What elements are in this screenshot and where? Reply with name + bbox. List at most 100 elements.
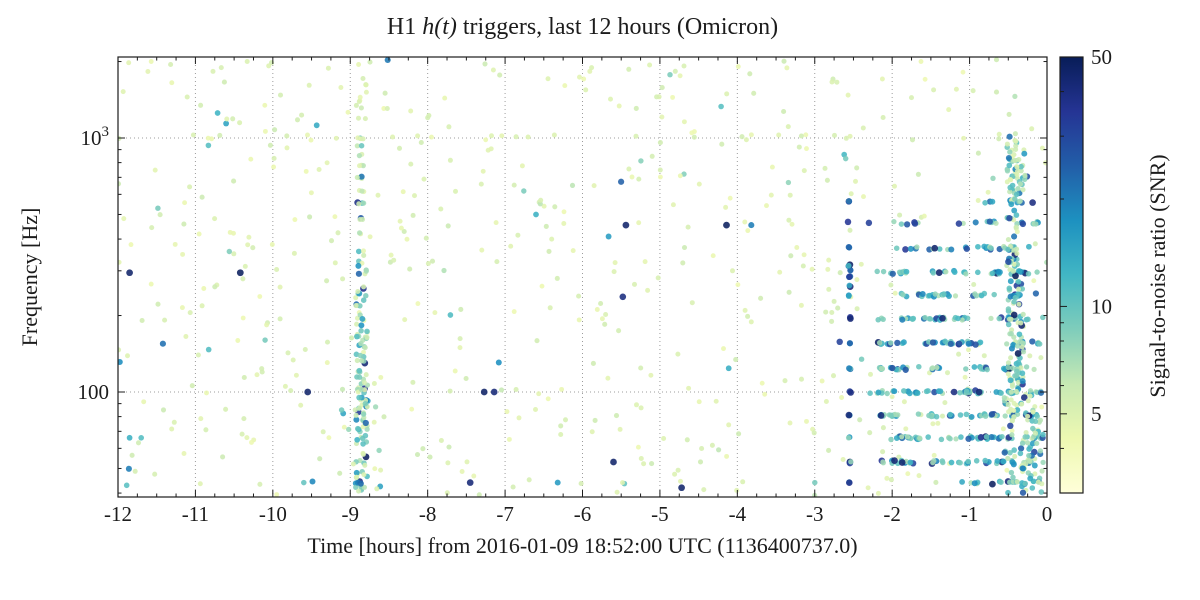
data-point <box>360 441 366 447</box>
data-point <box>965 458 971 465</box>
data-point <box>1037 448 1044 454</box>
data-point <box>638 405 644 411</box>
data-point <box>423 235 429 241</box>
data-point <box>1006 111 1012 117</box>
data-point <box>1013 191 1020 198</box>
data-point <box>734 487 740 493</box>
data-point <box>1034 440 1040 447</box>
data-point <box>576 317 582 323</box>
data-point <box>1017 181 1024 187</box>
data-point <box>854 277 860 283</box>
data-point <box>709 442 715 448</box>
data-point <box>257 481 263 487</box>
data-point <box>545 76 551 82</box>
data-point <box>308 137 314 143</box>
data-point <box>696 181 702 187</box>
data-point <box>1006 409 1012 415</box>
data-point <box>846 198 853 205</box>
data-point <box>747 71 753 77</box>
data-point <box>1013 246 1020 252</box>
data-point <box>248 156 254 162</box>
data-point <box>636 176 642 182</box>
data-point <box>332 214 338 220</box>
data-point <box>547 305 553 311</box>
x-tick-label: -3 <box>806 502 824 526</box>
data-point <box>1022 434 1028 440</box>
data-point <box>354 436 361 443</box>
data-point <box>1011 447 1017 453</box>
data-point <box>355 262 362 269</box>
data-point <box>875 317 881 323</box>
data-point <box>558 423 564 429</box>
data-point <box>337 470 343 476</box>
x-tick-label: -7 <box>496 502 514 526</box>
data-point <box>231 178 237 184</box>
data-point <box>583 87 589 93</box>
data-point <box>742 219 748 225</box>
data-point <box>420 446 426 452</box>
data-point <box>438 437 444 444</box>
data-point <box>826 447 832 453</box>
data-point <box>930 421 936 427</box>
data-point <box>135 440 142 446</box>
data-point <box>1019 440 1026 446</box>
data-point <box>685 224 691 230</box>
data-point <box>904 434 911 440</box>
data-point <box>1016 268 1023 275</box>
data-point <box>1002 413 1008 419</box>
data-point <box>592 417 598 423</box>
data-point <box>445 223 451 229</box>
data-point <box>977 434 985 441</box>
data-point <box>181 451 187 456</box>
data-point <box>333 135 339 141</box>
data-point <box>796 144 802 150</box>
data-point <box>713 398 719 404</box>
data-point <box>183 334 189 339</box>
data-point <box>262 337 268 343</box>
data-point <box>240 315 246 321</box>
data-point <box>789 221 795 227</box>
data-point <box>545 396 551 402</box>
data-point <box>1013 372 1020 379</box>
data-point <box>356 394 362 401</box>
data-point <box>1039 481 1045 487</box>
data-point <box>902 246 909 253</box>
data-point <box>187 310 193 316</box>
data-point <box>326 435 332 441</box>
data-point <box>598 300 604 307</box>
data-point <box>971 480 978 487</box>
data-point <box>359 358 365 364</box>
data-point <box>1030 409 1036 415</box>
data-point <box>1014 164 1020 170</box>
data-point <box>1019 489 1027 496</box>
data-point <box>944 370 951 376</box>
data-point <box>903 268 910 275</box>
data-point <box>340 276 346 282</box>
data-point <box>933 479 939 485</box>
data-point <box>404 236 410 242</box>
data-point <box>889 364 896 372</box>
data-point <box>367 234 373 240</box>
data-point <box>457 345 463 351</box>
data-point <box>458 306 464 312</box>
data-point <box>735 64 741 70</box>
data-point <box>1029 440 1036 447</box>
data-point <box>973 293 980 299</box>
data-point <box>513 134 519 140</box>
data-point <box>942 338 948 345</box>
data-point <box>927 316 933 322</box>
data-point <box>1019 378 1026 385</box>
data-point <box>353 416 360 423</box>
data-point <box>892 183 897 189</box>
data-point <box>963 366 969 372</box>
data-point <box>353 295 359 301</box>
data-point <box>376 447 382 454</box>
data-point <box>1005 306 1012 312</box>
data-point <box>324 278 330 284</box>
data-point <box>839 395 845 400</box>
data-point <box>267 142 273 148</box>
data-point <box>324 339 331 345</box>
data-point <box>421 176 427 182</box>
